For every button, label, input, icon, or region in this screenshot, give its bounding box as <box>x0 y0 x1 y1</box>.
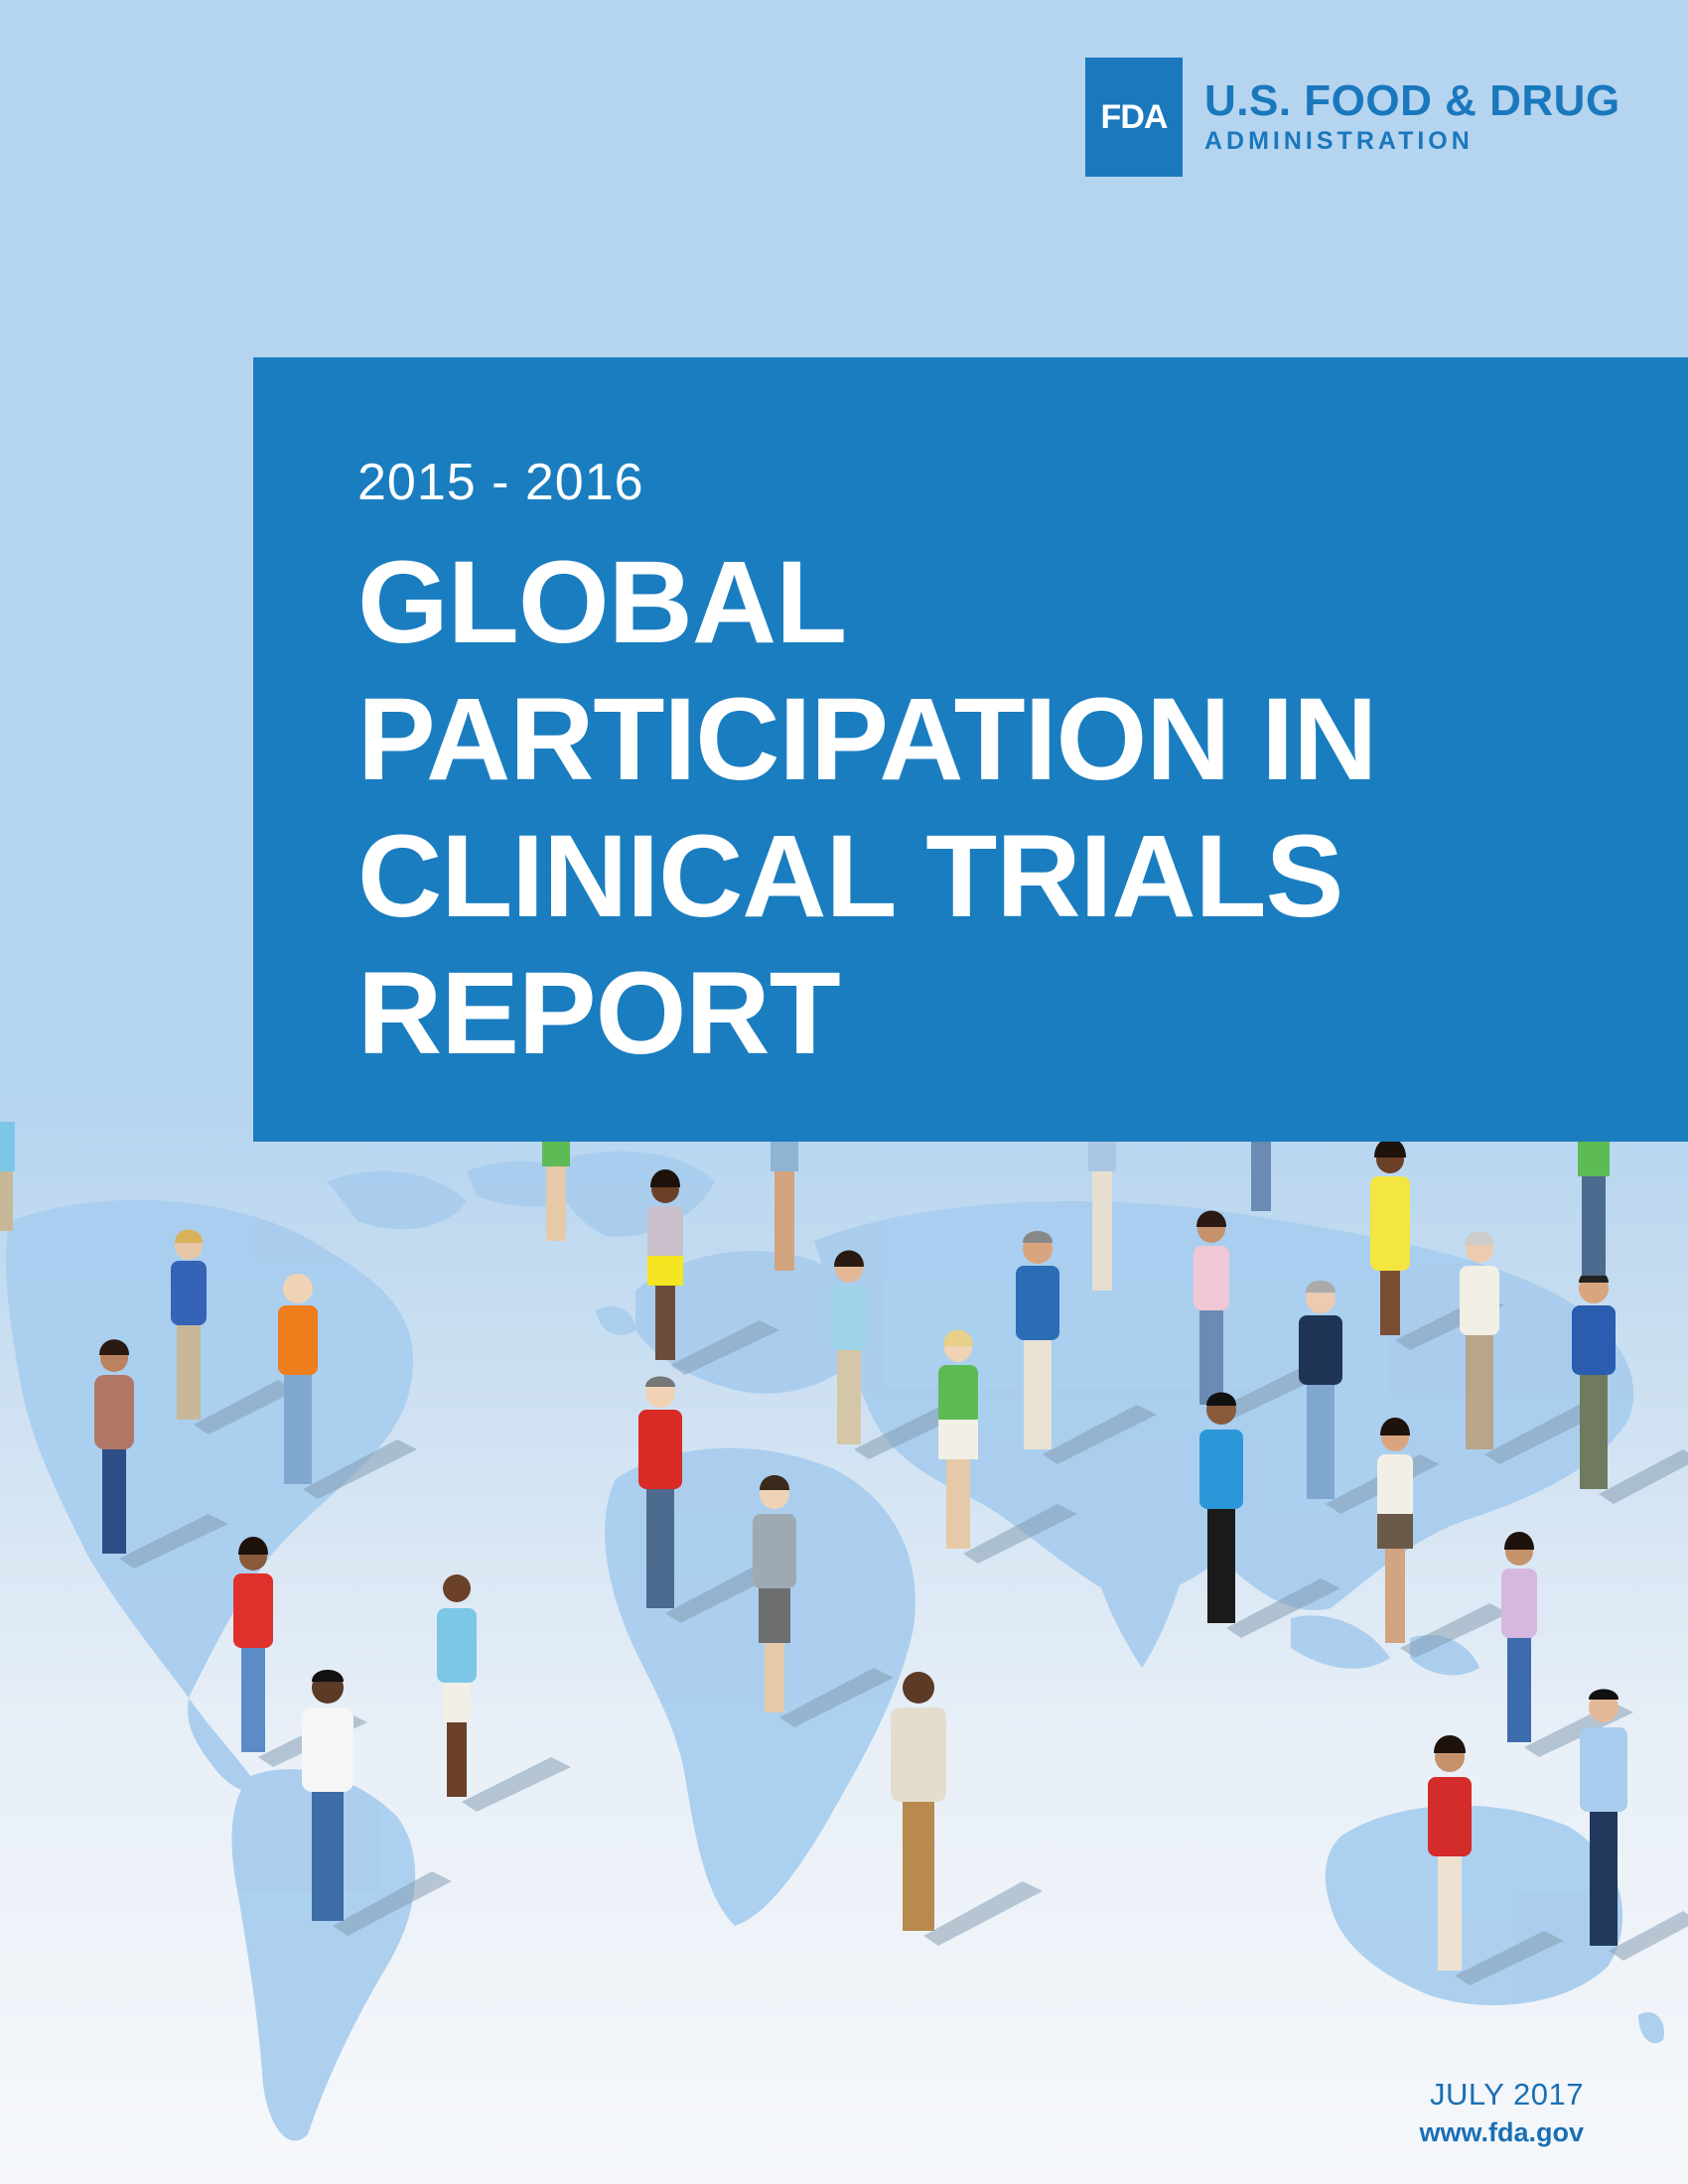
cover-footer: JULY 2017 www.fda.gov <box>1419 2075 1584 2150</box>
fda-logo-wordmark: U.S. FOOD & DRUG ADMINISTRATION <box>1204 77 1620 157</box>
publication-date: JULY 2017 <box>1429 2077 1584 2112</box>
title-line-2: PARTICIPATION IN <box>357 674 1377 805</box>
report-years: 2015 - 2016 <box>357 454 644 511</box>
title-line-1: GLOBAL <box>357 537 847 668</box>
fda-logo-line-2: ADMINISTRATION <box>1204 127 1474 155</box>
title-line-3: CLINICAL TRIALS <box>357 811 1343 942</box>
report-title: GLOBAL PARTICIPATION IN CLINICAL TRIALS … <box>357 534 1377 1082</box>
fda-logo-mark: FDA <box>1085 58 1183 177</box>
person-figure <box>0 1122 1688 1985</box>
fda-logo: FDA U.S. FOOD & DRUG ADMINISTRATION <box>1085 58 1620 177</box>
title-banner: 2015 - 2016 GLOBAL PARTICIPATION IN CLIN… <box>253 357 1688 1142</box>
fda-logo-line-1: U.S. FOOD & DRUG <box>1204 76 1620 125</box>
title-line-4: REPORT <box>357 948 841 1079</box>
website-url: www.fda.gov <box>1419 2117 1584 2147</box>
